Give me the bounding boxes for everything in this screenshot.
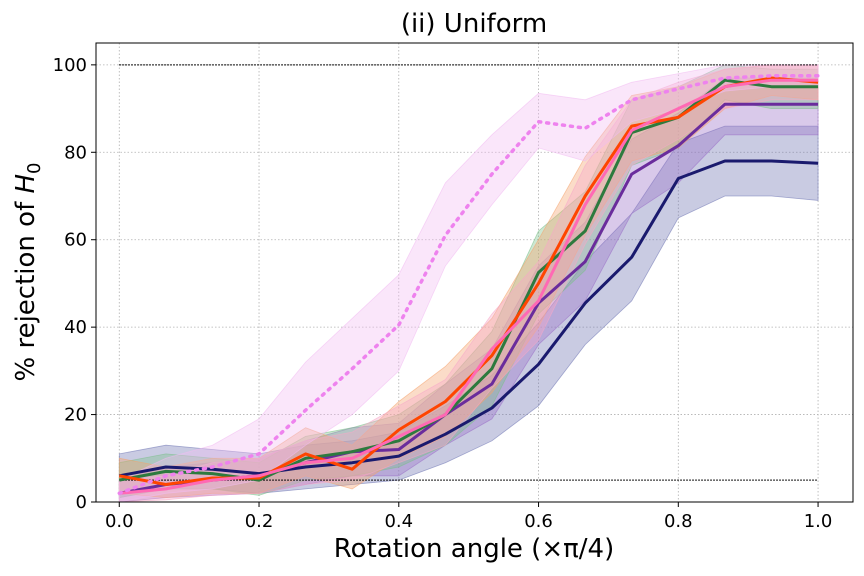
- y-axis-title: % rejection of H0: [11, 162, 45, 381]
- x-tick-label-2: 0.4: [384, 511, 413, 532]
- y-axis-title-prefix: % rejection of: [11, 194, 41, 382]
- y-tick-label-0: 0: [76, 492, 87, 513]
- y-tick-label-1: 20: [64, 405, 87, 426]
- x-axis-title: Rotation angle (×π/4): [334, 534, 614, 564]
- band-series-4: [118, 64, 819, 503]
- x-tick-label-5: 1.0: [804, 511, 833, 532]
- series-lines: [117, 74, 820, 496]
- reference-lines: [119, 64, 819, 481]
- y-axis-title-symbol: H: [11, 174, 41, 194]
- x-tick-label-0: 0.0: [105, 511, 134, 532]
- series-line-0: [119, 159, 819, 478]
- x-tick-label-3: 0.6: [524, 511, 553, 532]
- y-tick-label-2: 40: [64, 317, 87, 338]
- plot-frame: [95, 42, 854, 503]
- y-axis-title-subscript: 0: [24, 162, 45, 173]
- y-tick-label-5: 100: [53, 55, 87, 76]
- confidence-bands: [118, 64, 819, 503]
- y-tick-label-4: 80: [64, 142, 87, 163]
- series-line-5: [117, 74, 820, 496]
- band-series-0: [118, 125, 819, 499]
- x-tick-label-1: 0.2: [245, 511, 274, 532]
- y-tick-label-3: 60: [64, 230, 87, 251]
- x-tick-label-4: 0.8: [664, 511, 693, 532]
- axes: 0.0 0.2 0.4 0.6 0.8 1.0 0 20 40 60 80 100: [53, 42, 854, 532]
- band-series-1: [118, 77, 819, 503]
- series-line-4: [119, 78, 819, 495]
- chart-title: (ii) Uniform: [401, 9, 547, 39]
